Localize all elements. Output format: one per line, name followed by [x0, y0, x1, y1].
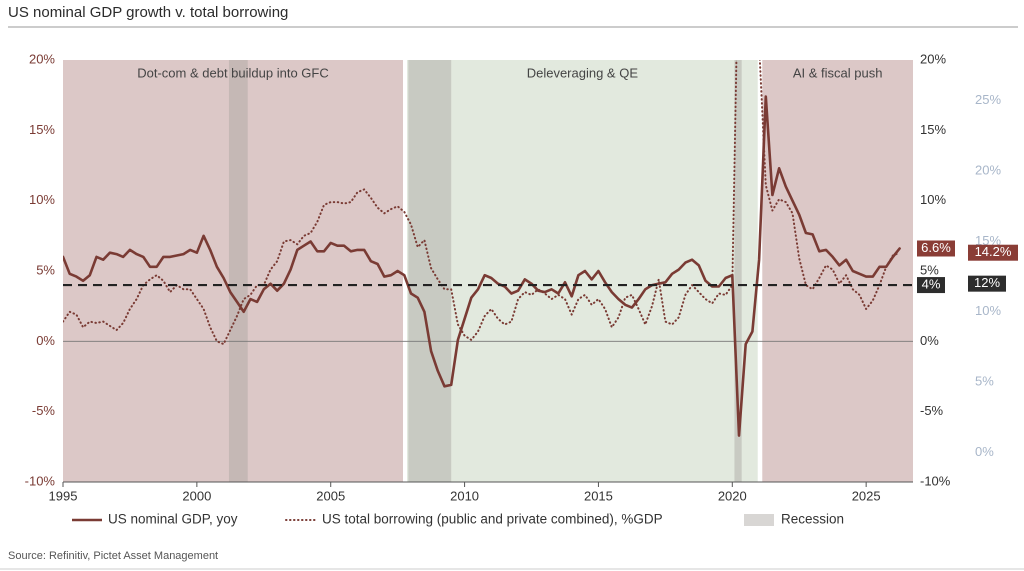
- y2-tick-label: 25%: [975, 92, 1001, 107]
- period-label: Dot-com & debt buildup into GFC: [137, 65, 328, 80]
- x-tick-label: 2015: [584, 488, 613, 503]
- y2-tick-label: 15%: [975, 233, 1001, 248]
- series-line: [63, 95, 901, 437]
- x-tick-label: 2020: [718, 488, 747, 503]
- y2-tick-label: 5%: [975, 374, 994, 389]
- y-right-tick-label: -5%: [920, 403, 944, 418]
- plot-area: [63, 60, 901, 437]
- y-right-tick-label: -10%: [920, 473, 951, 488]
- series-line: [63, 60, 901, 346]
- y-right-tick-label: 5%: [920, 262, 939, 277]
- y-tick-label: 20%: [29, 51, 55, 66]
- y2-tick-label: 20%: [975, 163, 1001, 178]
- y2-tick-label: 0%: [975, 444, 994, 459]
- y-tick-label: 15%: [29, 122, 55, 137]
- period-band: [407, 60, 758, 482]
- period-label: AI & fiscal push: [793, 65, 883, 80]
- x-tick-label: 1995: [49, 488, 78, 503]
- recession-band: [408, 60, 452, 482]
- y-right-tick-label: 0%: [920, 333, 939, 348]
- x-tick-label: 2005: [316, 488, 345, 503]
- y-tick-label: 0%: [36, 333, 55, 348]
- x-tick-label: 2000: [182, 488, 211, 503]
- period-band: [63, 60, 403, 482]
- annotation-box: [917, 240, 955, 257]
- y2-tick-label: 10%: [975, 303, 1001, 318]
- y-tick-label: -10%: [25, 473, 56, 488]
- recession-band: [734, 60, 742, 482]
- y-right-tick-label: 20%: [920, 51, 946, 66]
- annotation-label: 6.6%: [921, 240, 951, 255]
- reference-label-box: [968, 275, 1006, 292]
- period-band: [762, 60, 913, 482]
- legend-label: Recession: [781, 512, 844, 527]
- chart-title: US nominal GDP growth v. total borrowing: [8, 4, 288, 21]
- x-tick-label: 2025: [852, 488, 881, 503]
- x-tick-label: 2010: [450, 488, 479, 503]
- annotation-label: 14.2%: [975, 244, 1012, 259]
- y-right-tick-label: 10%: [920, 192, 946, 207]
- source-note: Source: Refinitiv, Pictet Asset Manageme…: [8, 550, 218, 562]
- legend-swatch: [744, 514, 774, 526]
- y-right-tick-label: 15%: [920, 122, 946, 137]
- reference-label: 4%: [922, 277, 941, 292]
- reference-label-box: [917, 277, 945, 294]
- legend-label: US total borrowing (public and private c…: [322, 512, 663, 527]
- recession-band: [228, 60, 248, 482]
- y-tick-label: -5%: [32, 403, 56, 418]
- y-tick-label: 10%: [29, 192, 55, 207]
- period-label: Deleveraging & QE: [527, 65, 639, 80]
- reference-label: 12%: [974, 275, 1000, 290]
- y-tick-label: 5%: [36, 262, 55, 277]
- legend-label: US nominal GDP, yoy: [108, 512, 238, 527]
- annotation-box: [968, 244, 1018, 261]
